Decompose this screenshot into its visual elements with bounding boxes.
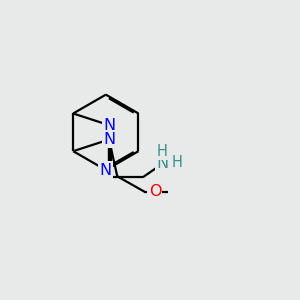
Text: N: N [100,163,112,178]
Text: H: H [172,155,183,170]
Text: N: N [103,118,115,133]
Text: O: O [149,184,161,199]
Text: N: N [103,132,115,147]
Text: H: H [157,144,167,159]
Text: N: N [156,157,168,172]
